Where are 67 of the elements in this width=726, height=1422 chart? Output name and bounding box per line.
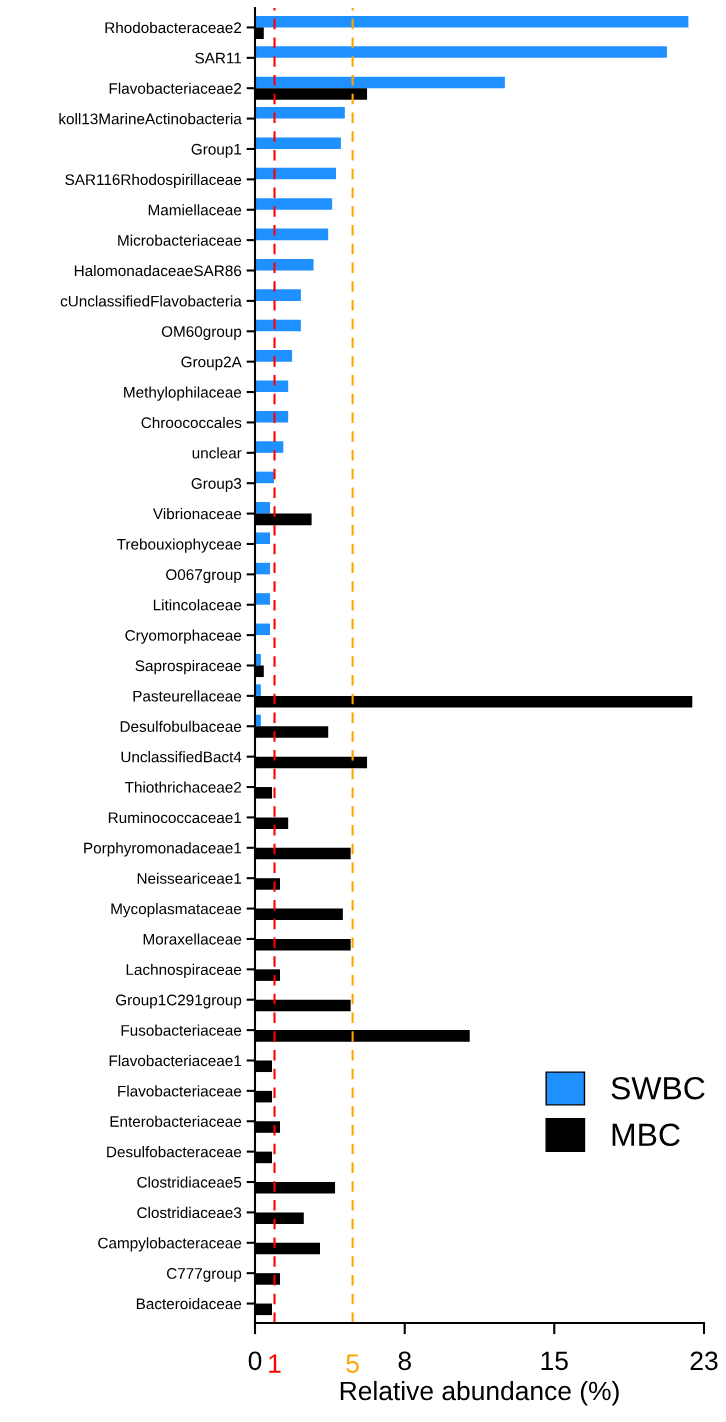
y-tick-label: Cryomorphaceae [125, 629, 242, 644]
y-tick-label: C777group [166, 1268, 242, 1282]
bar [255, 76, 505, 89]
bar [255, 15, 689, 28]
bar [255, 228, 329, 241]
x-tick-label: 15 [541, 1351, 568, 1371]
bar [255, 532, 271, 544]
y-tick-label: Pasteurellaceae [133, 690, 242, 702]
bar [255, 137, 341, 149]
y-tick-label: Group1C291group [116, 994, 242, 1009]
y-tick-label: Neisseariceae1 [137, 872, 242, 884]
y-tick-label: Porphyromonadaceae1 [84, 842, 242, 857]
y-tick-label: Group3 [191, 478, 242, 492]
y-tick-label: SAR116Rhodospirillaceae [65, 173, 242, 189]
y-tick-label: Rhodobacteraceae2 [105, 21, 242, 34]
y-tick-label: Moraxellaceae [143, 933, 242, 945]
y-tick-label: Methylophilaceae [124, 386, 242, 401]
y-tick-label: Clostridiaceae5 [137, 1176, 242, 1188]
legend-label: MBC [612, 1123, 680, 1147]
y-tick-label: Desulfobulbaceae [120, 720, 242, 732]
x-axis-title: Relative abundance (%) [340, 1380, 619, 1406]
y-tick-label: Thiothrichaceae2 [124, 781, 242, 793]
y-tick-label: Mycoplasmataceae [111, 903, 242, 918]
y-tick-label: Mamiellaceae [148, 204, 242, 216]
bar [255, 198, 333, 210]
y-tick-label: Flavobacteriaceae2 [109, 82, 242, 94]
bar [255, 441, 284, 453]
y-tick-label: Fusobacteriaceae [121, 1024, 242, 1036]
y-tick-label: Vibrionaceae [152, 508, 242, 520]
y-tick-label: UnclassifiedBact4 [121, 751, 242, 763]
y-tick-label: Lachnospiraceae [126, 963, 242, 979]
x-tick-label: 23 [690, 1351, 718, 1371]
y-tick-label: SAR11 [195, 52, 242, 64]
x-tick-label: 8 [398, 1351, 411, 1371]
y-tick-label: cUnclassifiedFlavobacteria [60, 295, 242, 307]
y-tick-label: Flavobacteriaceae1 [109, 1054, 242, 1067]
y-tick-label: Saprospiraceae [135, 659, 242, 675]
y-tick-label: O067group [166, 569, 242, 584]
ref-line-label: 5 [346, 1354, 359, 1373]
y-tick-label: Trebouxiophyceae [117, 538, 242, 553]
bar [255, 289, 301, 301]
y-tick-label: koll13MarineActinobacteria [59, 113, 242, 125]
y-tick-label: Microbacteriaceae [118, 234, 242, 246]
bar [255, 502, 271, 514]
y-tick-label: Ruminococcaceae1 [108, 811, 242, 824]
y-tick-label: Desulfobacteraceae [107, 1146, 242, 1158]
y-tick-label: HalomonadaceaeSAR86 [74, 264, 242, 277]
y-tick-label: unclear [192, 447, 242, 459]
bar [255, 107, 345, 119]
y-tick-label: Enterobacteriaceae [110, 1115, 242, 1127]
y-tick-label: Clostridiaceae3 [137, 1206, 242, 1219]
legend-label: SWBC [611, 1076, 705, 1100]
bar [255, 593, 271, 605]
bar [255, 46, 667, 58]
y-tick-label: Campylobacteraceae [98, 1237, 242, 1252]
bar [255, 350, 293, 362]
y-tick-label: Bacteroidaceae [136, 1298, 242, 1310]
bar [255, 258, 314, 271]
y-tick-label: Group2A [181, 356, 242, 371]
y-tick-label: OM60group [161, 326, 242, 340]
y-tick-label: Group1 [191, 143, 242, 158]
y-tick-label: Chroococcales [141, 416, 242, 429]
ref-line-label: 1 [269, 1354, 281, 1373]
y-tick-label: Litincolaceae [153, 599, 242, 611]
bar [255, 167, 337, 180]
x-tick-label: 0 [248, 1351, 262, 1371]
y-tick-label: Flavobacteriaceae [118, 1085, 242, 1097]
